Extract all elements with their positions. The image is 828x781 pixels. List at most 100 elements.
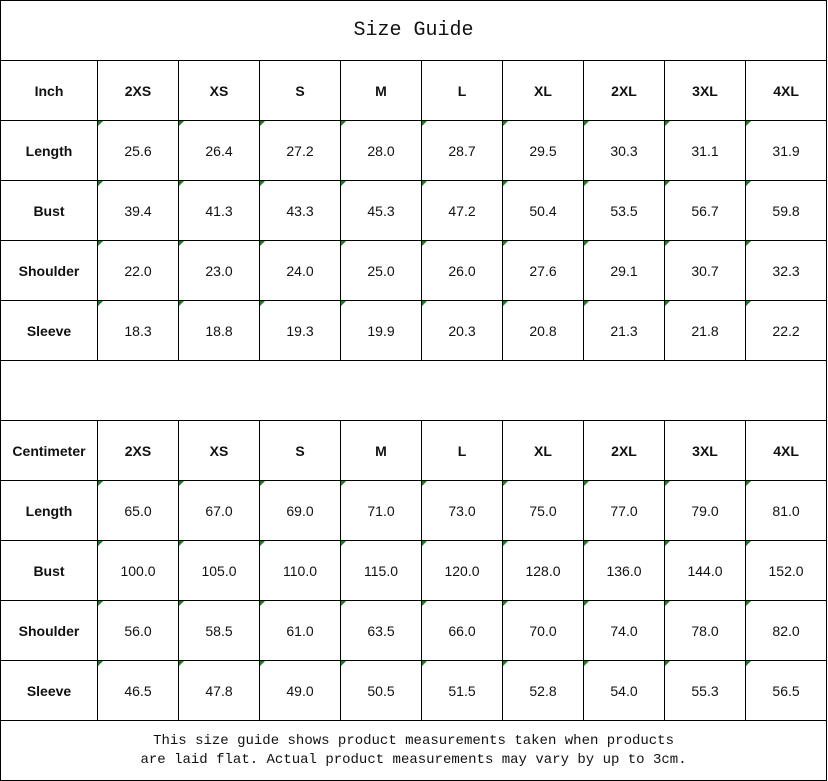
value-cell: 41.3 <box>178 180 260 241</box>
value-cell: 66.0 <box>421 600 503 661</box>
value-cell: 78.0 <box>664 600 746 661</box>
row-label: Bust <box>0 180 98 241</box>
value-cell: 144.0 <box>664 540 746 601</box>
value-cell: 110.0 <box>259 540 341 601</box>
spacer-row <box>0 360 828 421</box>
value-cell: 53.5 <box>583 180 665 241</box>
value-cell: 71.0 <box>340 480 422 541</box>
value-cell: 18.8 <box>178 300 260 361</box>
value-cell: 67.0 <box>178 480 260 541</box>
value-cell: 51.5 <box>421 660 503 721</box>
value-cell: 20.8 <box>502 300 584 361</box>
size-header: XS <box>178 60 260 121</box>
value-cell: 56.7 <box>664 180 746 241</box>
table-row: Sleeve 18.3 18.8 19.3 19.9 20.3 20.8 21.3 21.8 22… <box>0 300 828 361</box>
value-cell: 30.3 <box>583 120 665 181</box>
size-header: L <box>421 60 503 121</box>
value-cell: 70.0 <box>502 600 584 661</box>
value-cell: 61.0 <box>259 600 341 661</box>
value-cell: 77.0 <box>583 480 665 541</box>
value-cell: 28.0 <box>340 120 422 181</box>
table-row: Length 25.6 26.4 27.2 28.0 28.7 29.5 30.3 31.1 31… <box>0 120 828 181</box>
value-cell: 120.0 <box>421 540 503 601</box>
value-cell: 47.8 <box>178 660 260 721</box>
value-cell: 74.0 <box>583 600 665 661</box>
row-label: Length <box>0 120 98 181</box>
value-cell: 32.3 <box>744 240 828 301</box>
size-header: 4XL <box>744 60 828 121</box>
value-cell: 115.0 <box>340 540 422 601</box>
value-cell: 19.9 <box>340 300 422 361</box>
value-cell: 27.2 <box>259 120 341 181</box>
value-cell: 128.0 <box>502 540 584 601</box>
value-cell: 82.0 <box>744 600 828 661</box>
value-cell: 18.3 <box>97 300 179 361</box>
table-row: Sleeve 46.5 47.8 49.0 50.5 51.5 52.8 54.0 55.3 56… <box>0 660 828 721</box>
value-cell: 28.7 <box>421 120 503 181</box>
header-row: Centimeter 2XS XS S M L XL 2XL 3XL 4XL <box>0 420 828 481</box>
value-cell: 105.0 <box>178 540 260 601</box>
value-cell: 56.5 <box>744 660 828 721</box>
size-header: 3XL <box>664 420 746 481</box>
page-title: Size Guide <box>0 0 828 61</box>
value-cell: 22.2 <box>744 300 828 361</box>
unit-header: Inch <box>0 60 98 121</box>
value-cell: 26.0 <box>421 240 503 301</box>
value-cell: 43.3 <box>259 180 341 241</box>
title-row: Size Guide <box>0 0 828 61</box>
value-cell: 58.5 <box>178 600 260 661</box>
row-label: Sleeve <box>0 660 98 721</box>
value-cell: 63.5 <box>340 600 422 661</box>
value-cell: 50.5 <box>340 660 422 721</box>
value-cell: 69.0 <box>259 480 341 541</box>
value-cell: 25.6 <box>97 120 179 181</box>
value-cell: 30.7 <box>664 240 746 301</box>
value-cell: 45.3 <box>340 180 422 241</box>
value-cell: 152.0 <box>744 540 828 601</box>
footer-line-2: are laid flat. Actual product measuremen… <box>140 751 687 768</box>
size-header: S <box>259 420 341 481</box>
footer-line-1: This size guide shows product measuremen… <box>153 732 674 749</box>
size-header: 2XS <box>97 60 179 121</box>
value-cell: 31.1 <box>664 120 746 181</box>
row-label: Shoulder <box>0 600 98 661</box>
row-label: Length <box>0 480 98 541</box>
value-cell: 79.0 <box>664 480 746 541</box>
row-label: Shoulder <box>0 240 98 301</box>
table-row: Length 65.0 67.0 69.0 71.0 73.0 75.0 77.0 79.0 81… <box>0 480 828 541</box>
table-row: Bust 100.0 105.0 110.0 115.0 120.0 128.0 136.0 1… <box>0 540 828 601</box>
row-label: Bust <box>0 540 98 601</box>
value-cell: 21.3 <box>583 300 665 361</box>
value-cell: 21.8 <box>664 300 746 361</box>
value-cell: 31.9 <box>744 120 828 181</box>
value-cell: 25.0 <box>340 240 422 301</box>
blank-cell <box>0 360 828 421</box>
value-cell: 81.0 <box>744 480 828 541</box>
header-row: Inch 2XS XS S M L XL 2XL 3XL 4XL <box>0 60 828 121</box>
unit-header: Centimeter <box>0 420 98 481</box>
value-cell: 55.3 <box>664 660 746 721</box>
table-row: Shoulder 56.0 58.5 61.0 63.5 66.0 70.0 74.0 78.0… <box>0 600 828 661</box>
size-header: M <box>340 420 422 481</box>
value-cell: 73.0 <box>421 480 503 541</box>
size-header: 4XL <box>744 420 828 481</box>
value-cell: 39.4 <box>97 180 179 241</box>
value-cell: 46.5 <box>97 660 179 721</box>
value-cell: 54.0 <box>583 660 665 721</box>
value-cell: 27.6 <box>502 240 584 301</box>
size-header: S <box>259 60 341 121</box>
footer-note: This size guide shows product measuremen… <box>0 720 828 781</box>
size-header: 3XL <box>664 60 746 121</box>
value-cell: 75.0 <box>502 480 584 541</box>
value-cell: 23.0 <box>178 240 260 301</box>
value-cell: 20.3 <box>421 300 503 361</box>
value-cell: 52.8 <box>502 660 584 721</box>
value-cell: 29.1 <box>583 240 665 301</box>
size-header: 2XL <box>583 60 665 121</box>
value-cell: 59.8 <box>744 180 828 241</box>
size-header: XL <box>502 420 584 481</box>
value-cell: 19.3 <box>259 300 341 361</box>
row-label: Sleeve <box>0 300 98 361</box>
size-header: 2XS <box>97 420 179 481</box>
